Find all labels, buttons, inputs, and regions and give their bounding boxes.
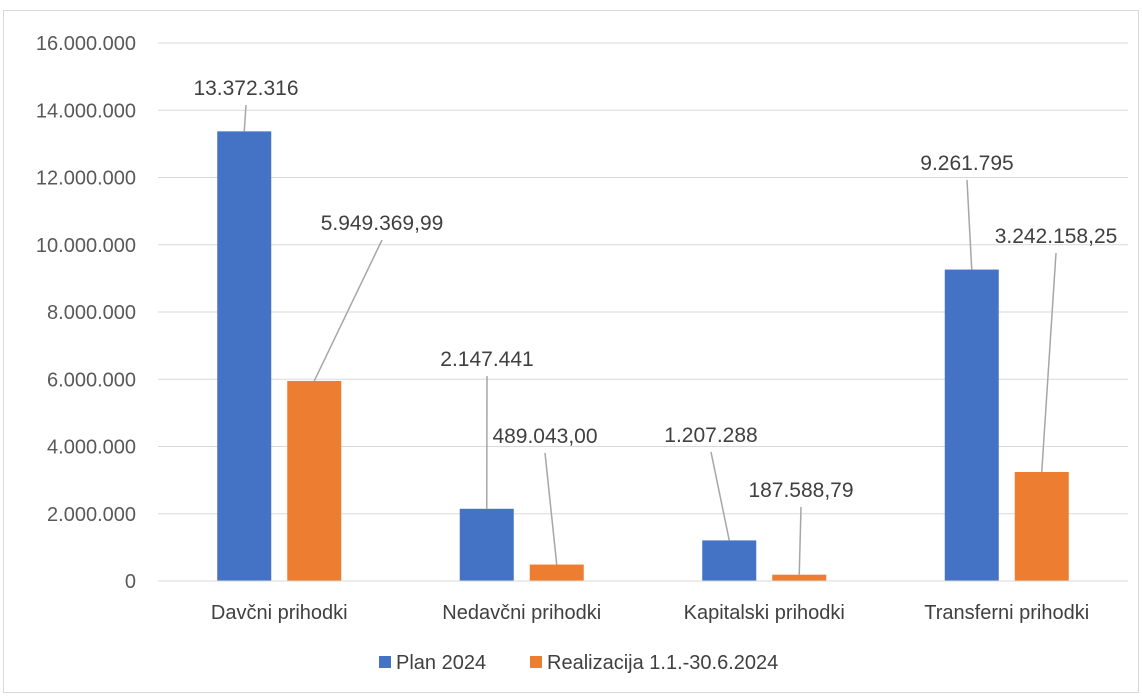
legend-swatch-realizacija: [530, 656, 542, 668]
data-label: 13.372.316: [193, 77, 298, 100]
data-label-leader: [243, 104, 247, 132]
x-tick-label: Transferni prihodki: [924, 602, 1089, 624]
y-tick-label: 6.000.000: [47, 369, 136, 391]
data-label-leader: [313, 239, 383, 382]
y-tick-label: 4.000.000: [47, 437, 136, 459]
x-tick-label: Nedavčni prihodki: [442, 602, 601, 624]
y-tick-label: 12.000.000: [36, 168, 136, 190]
x-tick-label: Davčni prihodki: [211, 602, 348, 624]
bar-realizacija: [1014, 471, 1069, 581]
data-label-leader: [710, 451, 730, 541]
bar-realizacija: [772, 574, 827, 581]
legend-label: Realizacija 1.1.-30.6.2024: [547, 652, 778, 674]
chart-frame: [3, 10, 1139, 693]
bar-plan: [459, 508, 514, 581]
y-tick-label: 14.000.000: [36, 100, 136, 122]
legend-label: Plan 2024: [396, 652, 486, 674]
y-tick-label: 2.000.000: [47, 504, 136, 526]
data-label: 9.261.795: [920, 152, 1013, 175]
data-label-leader: [1041, 252, 1057, 473]
data-label: 3.242.158,25: [995, 225, 1118, 248]
bar-plan: [944, 269, 999, 581]
bar-plan: [217, 131, 272, 581]
data-label: 489.043,00: [492, 425, 597, 448]
data-label: 2.147.441: [440, 348, 533, 371]
x-tick-label: Kapitalski prihodki: [684, 602, 845, 624]
y-tick-label: 16.000.000: [36, 33, 136, 55]
data-label: 187.588,79: [748, 479, 853, 502]
legend-swatch-plan: [379, 656, 391, 668]
bar-plan: [702, 540, 757, 581]
y-tick-label: 10.000.000: [36, 235, 136, 257]
data-label-leader: [544, 452, 558, 565]
data-label-leader: [966, 179, 973, 270]
y-tick-label: 0: [125, 571, 136, 593]
data-label-leader: [798, 506, 802, 575]
data-label: 1.207.288: [664, 424, 757, 447]
y-tick-label: 8.000.000: [47, 302, 136, 324]
data-label: 5.949.369,99: [321, 212, 444, 235]
bar-realizacija: [287, 380, 342, 581]
bar-realizacija: [529, 564, 584, 581]
